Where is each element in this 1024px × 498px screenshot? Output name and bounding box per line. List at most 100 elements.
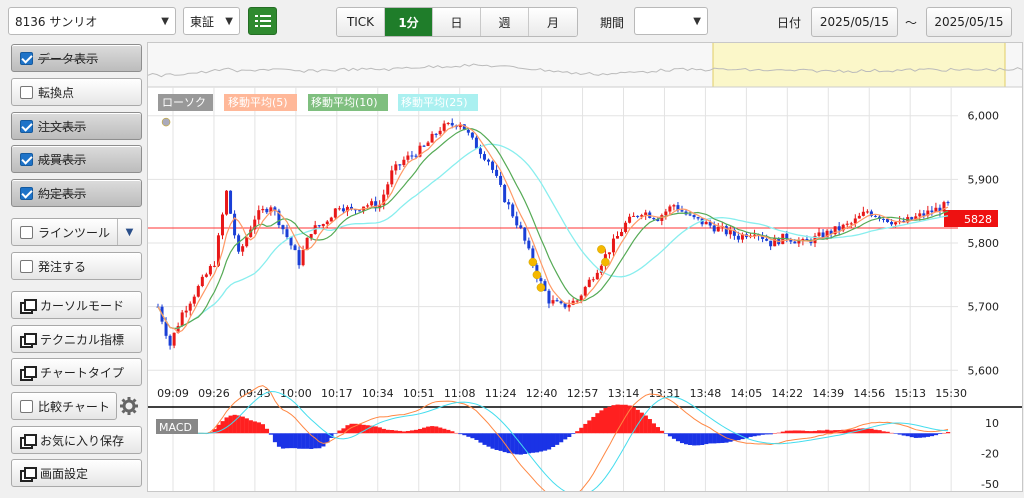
macd-bar [921, 433, 927, 438]
candle [192, 296, 196, 304]
macd-bar [748, 433, 753, 437]
macd-bar [772, 433, 777, 434]
chart-area[interactable]: 6,000 5,900 5,800 5,700 5,600 09:09 09:26 09:4… [147, 42, 1023, 498]
candle [265, 208, 269, 213]
period-select[interactable]: ▼ [634, 7, 708, 35]
sidebar-item-cursor-mode[interactable]: カーソルモード [11, 291, 142, 319]
macd-bar [551, 433, 556, 448]
macd-bar [244, 418, 249, 434]
current-price-label: 5828 [964, 213, 992, 226]
list-menu-button[interactable] [248, 7, 277, 35]
candle [676, 205, 680, 211]
sidebar-item-technical-indicators[interactable]: テクニカル指標 [11, 325, 142, 353]
macd-bar [377, 427, 382, 434]
sidebar-item-turning-point[interactable]: 転換点 [11, 78, 142, 106]
candle [785, 233, 789, 240]
price-chart[interactable]: 6,000 5,900 5,800 5,700 5,600 09:09 09:26 09:4… [147, 43, 1023, 498]
macd-bar [933, 433, 939, 436]
macd-bar [688, 433, 693, 446]
execution-marker[interactable] [597, 245, 606, 254]
sidebar-item-place-order[interactable]: 発注する [11, 252, 142, 280]
sidebar-item-line-tool[interactable]: ラインツール ▼ [11, 218, 142, 246]
candle [507, 202, 511, 205]
macd-bar [675, 433, 681, 442]
macd-bar [692, 433, 697, 446]
candle [511, 204, 515, 217]
macd-bar [567, 433, 572, 438]
gear-icon[interactable] [118, 395, 140, 417]
tab-tick[interactable]: TICK [337, 8, 385, 36]
symbol-select[interactable]: 8136 サンリオ ▼ [8, 7, 176, 35]
macd-bar [663, 433, 669, 434]
candle [216, 235, 220, 266]
macd-bar [869, 428, 874, 434]
sidebar-item-save-favorite[interactable]: お気に入り保存 [11, 426, 142, 454]
macd-bar [474, 433, 479, 440]
candle [861, 211, 865, 216]
list-icon [254, 15, 271, 27]
candle [539, 278, 543, 282]
candle [487, 159, 491, 162]
checkbox-icon [20, 119, 33, 133]
checkbox-icon [20, 259, 33, 273]
candle [611, 238, 615, 253]
execution-marker[interactable] [536, 283, 546, 292]
candle [837, 226, 841, 231]
price-tick-label: 6,000 [968, 110, 1000, 123]
sidebar-item-order-display[interactable]: 注文表示 [11, 112, 142, 140]
candle [309, 233, 313, 238]
tab-month[interactable]: 月 [529, 8, 577, 36]
macd-bar [808, 431, 814, 434]
tab-1min[interactable]: 1分 [385, 8, 433, 36]
date-from-field[interactable]: 2025/05/15 [811, 7, 898, 37]
candle [321, 224, 325, 227]
tab-week[interactable]: 週 [481, 8, 529, 36]
market-select[interactable]: 東証 ▼ [183, 7, 240, 35]
macd-bar [216, 424, 221, 434]
execution-marker[interactable] [528, 257, 538, 267]
time-tick-label: 09:43 [239, 387, 271, 400]
macd-bar [841, 429, 846, 434]
candle [849, 223, 853, 225]
legend-ma10-label: 移動平均(10) [311, 95, 378, 109]
candle [583, 286, 587, 296]
time-tick-label: 12:57 [567, 387, 599, 400]
chevron-down-icon[interactable]: ▼ [117, 219, 141, 245]
sidebar-item-screen-settings[interactable]: 画面設定 [11, 459, 142, 487]
tab-day[interactable]: 日 [433, 8, 481, 36]
chevron-down-icon: ▼ [693, 16, 701, 27]
candle [902, 220, 906, 223]
macd-bar [252, 421, 257, 434]
sidebar-item-buy-display[interactable]: 成買表示 [11, 145, 142, 173]
sidebar-item-compare-chart[interactable]: 比較チャート [11, 392, 117, 420]
candle [728, 229, 732, 235]
macd-bar [623, 404, 628, 434]
candle [797, 240, 801, 244]
date-to-field[interactable]: 2025/05/15 [926, 7, 1012, 37]
time-tick-label: 09:26 [198, 387, 230, 400]
macd-bar [555, 433, 560, 445]
macd-bar [812, 430, 818, 434]
macd-bar [526, 433, 532, 454]
macd-bar [313, 433, 318, 449]
sidebar-item-label: カーソルモード [40, 298, 125, 313]
macd-bar [486, 433, 491, 447]
macd-bar [941, 432, 947, 434]
macd-bar [357, 424, 362, 434]
candle [591, 279, 595, 281]
macd-bar [583, 423, 588, 434]
sidebar-item-data-display[interactable]: データ表示 [11, 44, 142, 72]
overview-navigator[interactable] [147, 43, 1023, 88]
macd-bar [284, 433, 290, 449]
macd-bar [821, 430, 826, 434]
macd-bar [442, 428, 447, 434]
macd-bar [627, 405, 632, 434]
execution-marker[interactable] [161, 117, 171, 127]
candle [414, 155, 418, 157]
candle [220, 214, 224, 236]
execution-marker[interactable] [532, 270, 542, 280]
sidebar-item-chart-type[interactable]: チャートタイプ [11, 358, 142, 386]
sidebar-item-execution-display[interactable]: 約定表示 [11, 179, 142, 207]
candle [462, 124, 466, 130]
execution-marker[interactable] [601, 257, 610, 267]
